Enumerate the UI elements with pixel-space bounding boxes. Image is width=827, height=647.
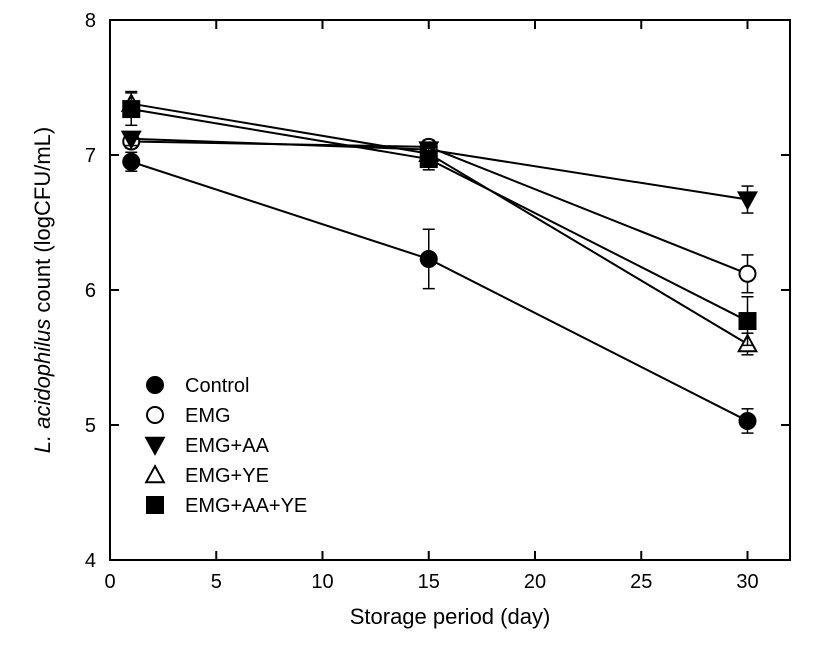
- legend-item-emg_aa_ye: EMG+AA+YE: [147, 495, 307, 517]
- x-tick-label: 30: [736, 571, 758, 593]
- series-emg: [123, 134, 755, 293]
- y-tick-label: 8: [85, 10, 96, 32]
- series-emg_ye: [122, 92, 756, 355]
- legend-item-control: Control: [147, 375, 249, 397]
- legend-label: EMG+YE: [185, 465, 269, 487]
- legend-item-emg_ye: EMG+YE: [146, 465, 269, 487]
- legend-label: EMG: [185, 405, 231, 427]
- chart-container: 051015202530 45678 Storage period (day) …: [0, 0, 827, 647]
- x-tick-label: 25: [630, 571, 652, 593]
- y-tick-label: 7: [85, 145, 96, 167]
- legend-item-emg_aa: EMG+AA: [146, 435, 269, 457]
- line-chart: 051015202530 45678 Storage period (day) …: [0, 0, 827, 647]
- y-axis-label-italic: L. acidophilus: [30, 319, 55, 454]
- x-tick-label: 20: [524, 571, 546, 593]
- legend-item-emg: EMG: [147, 405, 231, 427]
- legend: Control EMG EMG+AA EMG+YE EMG+AA+YE: [146, 375, 307, 517]
- y-tick-label: 6: [85, 280, 96, 302]
- y-axis-ticks: 4 5 6 7 8: [85, 10, 790, 572]
- x-tick-label: 5: [211, 571, 222, 593]
- y-tick-label: 4: [85, 550, 96, 572]
- y-axis-label: L. acidophilus count (logCFU/mL): [30, 127, 55, 454]
- legend-label: EMG+AA+YE: [185, 495, 307, 517]
- y-axis-label-rest: count (logCFU/mL): [30, 127, 55, 319]
- x-tick-label: 0: [104, 571, 115, 593]
- series-emg_aa_ye: [123, 93, 755, 345]
- x-axis-label: Storage period (day): [350, 604, 551, 629]
- legend-label: EMG+AA: [185, 435, 270, 457]
- legend-label: Control: [185, 375, 249, 397]
- x-tick-label: 15: [418, 571, 440, 593]
- y-tick-label: 5: [85, 415, 96, 437]
- x-tick-label: 10: [311, 571, 333, 593]
